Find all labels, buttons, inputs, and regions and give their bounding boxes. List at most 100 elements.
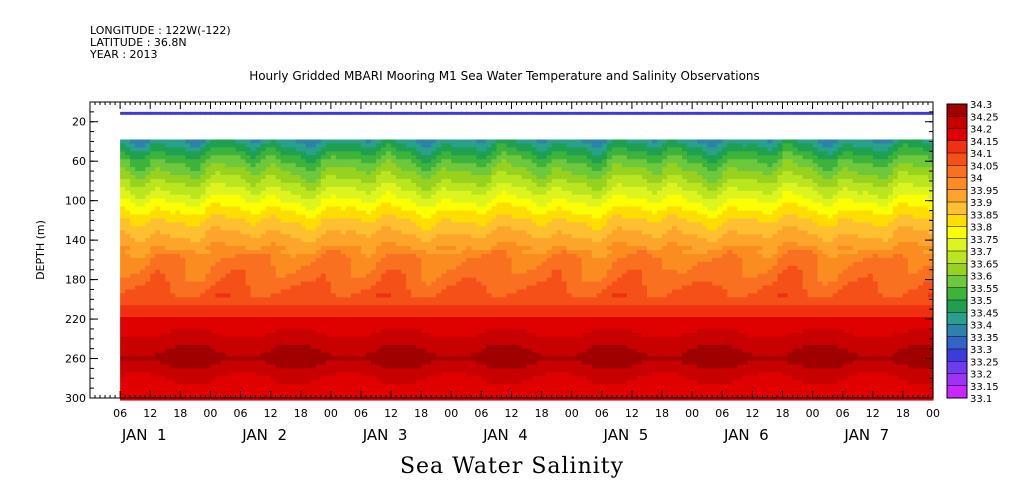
latitude-label: LATITUDE : 36.8N — [90, 36, 187, 49]
colorbar-swatch — [947, 104, 967, 117]
colorbar-label: 34.2 — [970, 125, 992, 136]
colorbar-label: 33.4 — [970, 321, 992, 332]
colorbar-label: 34.05 — [970, 161, 999, 172]
x-day-label: JAN 1 — [121, 426, 167, 444]
x-day-label: JAN 2 — [241, 426, 287, 444]
x-tick-label: 00 — [806, 407, 820, 420]
colorbar-swatch — [947, 189, 967, 203]
x-tick-label: 12 — [866, 407, 880, 420]
year-label: YEAR : 2013 — [90, 48, 158, 61]
colorbar-label: 33.85 — [970, 210, 999, 221]
x-tick-label: 06 — [113, 407, 127, 420]
x-tick-label: 18 — [294, 407, 308, 420]
x-tick-label: 12 — [143, 407, 157, 420]
x-tick-label: 00 — [685, 407, 699, 420]
longitude-label: LONGITUDE : 122W(-122) — [90, 24, 231, 37]
y-tick-label: 180 — [65, 274, 86, 287]
colorbar-label: 34 — [970, 174, 983, 185]
colorbar-label: 33.65 — [970, 259, 999, 270]
x-day-label: JAN 3 — [362, 426, 408, 444]
colorbar-swatch — [947, 202, 967, 215]
x-tick-label: 18 — [535, 407, 549, 420]
x-tick-label: 12 — [625, 407, 639, 420]
x-day-label: JAN 6 — [723, 426, 769, 444]
colorbar-label: 34.1 — [970, 149, 992, 160]
y-tick-label: 300 — [65, 392, 86, 405]
y-tick-label: 260 — [65, 353, 86, 366]
colorbar-swatch — [947, 177, 967, 191]
colorbar-swatch — [947, 324, 967, 338]
colorbar-swatch — [947, 165, 967, 178]
x-tick-label: 18 — [173, 407, 187, 420]
colorbar-swatch — [947, 128, 967, 142]
colorbar-label: 33.45 — [970, 308, 999, 319]
colorbar-swatch — [947, 336, 967, 350]
colorbar-swatch — [947, 300, 967, 313]
colorbar-swatch — [947, 373, 967, 387]
x-tick-label: 18 — [655, 407, 669, 420]
colorbar-label: 33.55 — [970, 284, 999, 295]
y-tick-label: 20 — [72, 116, 86, 129]
colorbar-swatch — [947, 140, 967, 154]
x-tick-label: 18 — [775, 407, 789, 420]
colorbar-label: 33.25 — [970, 357, 999, 368]
colorbar-label: 33.3 — [970, 345, 992, 356]
colorbar-label: 33.6 — [970, 272, 992, 283]
colorbar-swatch — [947, 287, 967, 301]
x-tick-label: 00 — [324, 407, 338, 420]
colorbar-label: 33.5 — [970, 296, 992, 307]
colorbar-label: 33.8 — [970, 223, 992, 234]
y-axis-title: DEPTH (m) — [34, 220, 47, 280]
colorbar-swatch — [947, 263, 967, 276]
salinity-field — [120, 111, 934, 401]
colorbar-label: 33.7 — [970, 247, 992, 258]
colorbar-swatch — [947, 385, 967, 399]
colorbar-swatch — [947, 312, 967, 325]
x-tick-label: 06 — [354, 407, 368, 420]
colorbar-label: 34.15 — [970, 137, 999, 148]
x-tick-label: 06 — [595, 407, 609, 420]
x-tick-label: 00 — [565, 407, 579, 420]
x-tick-label: 18 — [414, 407, 428, 420]
y-tick-label: 140 — [65, 234, 86, 247]
y-tick-label: 220 — [65, 313, 86, 326]
x-tick-label: 12 — [264, 407, 278, 420]
x-tick-label: 00 — [926, 407, 940, 420]
colorbar-swatch — [947, 116, 967, 129]
x-tick-label: 06 — [715, 407, 729, 420]
colorbar-label: 34.25 — [970, 112, 999, 123]
x-tick-label: 00 — [203, 407, 217, 420]
x-tick-label: 18 — [896, 407, 910, 420]
x-tick-label: 06 — [836, 407, 850, 420]
colorbar-label: 33.9 — [970, 198, 992, 209]
x-tick-label: 00 — [444, 407, 458, 420]
colorbar-label: 33.35 — [970, 333, 999, 344]
colorbar-label: 34.3 — [970, 100, 992, 111]
y-tick-label: 100 — [65, 195, 86, 208]
colorbar-swatch — [947, 361, 967, 374]
colorbar-swatch — [947, 214, 967, 227]
chart-title: Hourly Gridded MBARI Mooring M1 Sea Wate… — [249, 69, 760, 83]
x-tick-label: 12 — [505, 407, 519, 420]
colorbar-label: 33.15 — [970, 382, 999, 393]
colorbar-label: 33.95 — [970, 186, 999, 197]
x-tick-label: 12 — [745, 407, 759, 420]
colorbar-swatch — [947, 251, 967, 264]
x-tick-label: 12 — [384, 407, 398, 420]
x-tick-label: 06 — [234, 407, 248, 420]
y-tick-label: 60 — [72, 155, 86, 168]
x-axis-title: Sea Water Salinity — [399, 454, 625, 479]
x-day-label: JAN 7 — [843, 426, 889, 444]
colorbar-label: 33.75 — [970, 235, 999, 246]
colorbar-label: 33.2 — [970, 370, 992, 381]
colorbar-swatch — [947, 226, 967, 240]
colorbar-swatch — [947, 275, 967, 289]
colorbar-swatch — [947, 238, 967, 252]
x-tick-label: 06 — [474, 407, 488, 420]
colorbar-swatch — [947, 153, 967, 166]
colorbar-swatch — [947, 349, 967, 362]
x-day-label: JAN 4 — [482, 426, 528, 444]
colorbar-label: 33.1 — [970, 394, 992, 405]
x-day-label: JAN 5 — [603, 426, 649, 444]
